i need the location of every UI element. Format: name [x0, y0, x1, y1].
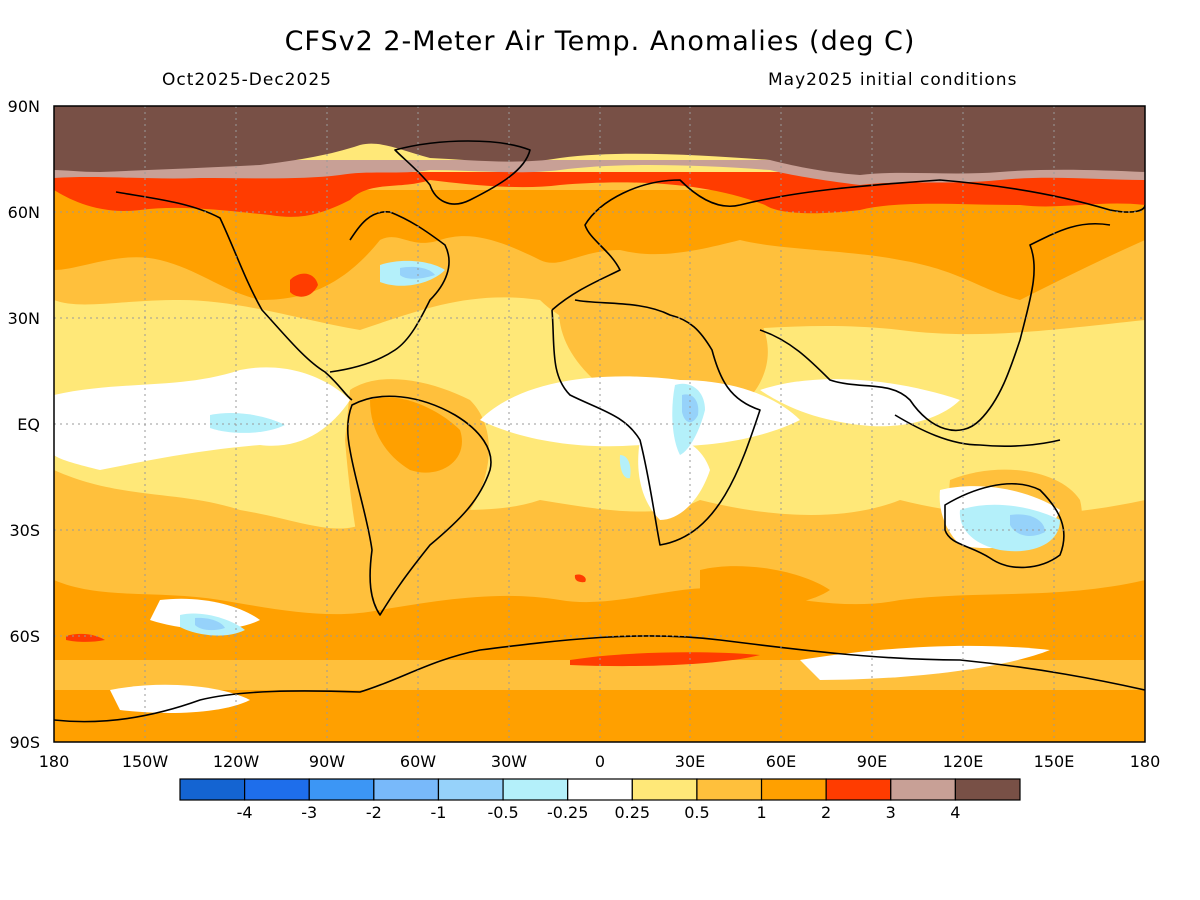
- colorbar: -4 -3 -2 -1 -0.5 -0.25 0.25 0.5 1 2 3 4: [179, 778, 1021, 822]
- north-america-coast: [115, 191, 450, 401]
- south-america-coast: [347, 395, 492, 616]
- graticule: [54, 106, 1145, 742]
- indonesia-coast: [894, 414, 1061, 447]
- colorbar-swatch: [954, 778, 1021, 801]
- anomaly-near-zero: [54, 367, 1060, 713]
- colorbar-label: 0.25: [614, 803, 650, 822]
- colorbar-label: -4: [237, 803, 253, 822]
- lon-label: 180: [1130, 752, 1161, 771]
- colorbar-swatch: [502, 778, 569, 801]
- colorbar-swatch: [567, 778, 633, 801]
- lon-label: 30W: [491, 752, 527, 771]
- colorbar-swatch: [890, 778, 956, 801]
- colorbar-swatch: [825, 778, 892, 801]
- colorbar-label: 3: [886, 803, 896, 822]
- lat-label: 90N: [8, 97, 40, 116]
- lon-label: 120E: [943, 752, 984, 771]
- colorbar-label: 2: [821, 803, 831, 822]
- colorbar-label: 0.5: [684, 803, 709, 822]
- colorbar-label: -0.5: [487, 803, 518, 822]
- colorbar-swatch: [308, 778, 375, 801]
- lon-label: 90W: [309, 752, 345, 771]
- europe-africa-coast: [551, 179, 761, 546]
- colorbar-label: -0.25: [547, 803, 588, 822]
- colorbar-swatch: [631, 778, 698, 801]
- chart-title: CFSv2 2-Meter Air Temp. Anomalies (deg C…: [284, 26, 916, 57]
- lat-label: 30S: [9, 521, 40, 540]
- lon-label: 30E: [675, 752, 705, 771]
- lon-label: 0: [595, 752, 605, 771]
- initial-conditions: May2025 initial conditions: [768, 70, 1018, 90]
- greenland-coast: [394, 140, 531, 205]
- colorbar-swatch: [696, 778, 763, 801]
- colorbar-label: 1: [756, 803, 766, 822]
- colorbar-label: -3: [301, 803, 317, 822]
- anomaly-above-4: [54, 106, 1145, 175]
- lat-label: EQ: [17, 415, 40, 434]
- lon-label: 90E: [857, 752, 887, 771]
- asia-coast: [739, 179, 1145, 432]
- antarctica-coast: [54, 635, 1145, 723]
- colorbar-label: -1: [430, 803, 446, 822]
- lat-label: 60N: [8, 203, 40, 222]
- lon-label: 150E: [1034, 752, 1075, 771]
- colorbar-label: 4: [950, 803, 960, 822]
- lon-label: 60W: [400, 752, 436, 771]
- lat-label: 60S: [9, 627, 40, 646]
- colorbar-swatch: [373, 778, 440, 801]
- lon-label: 180: [39, 752, 70, 771]
- anomaly-negative-medium: [195, 266, 1045, 631]
- lon-label: 120W: [213, 752, 260, 771]
- colorbar-swatch: [760, 778, 827, 801]
- anomaly-negative-small: [180, 260, 1060, 636]
- australia-coast: [944, 483, 1065, 569]
- lat-label: 90S: [9, 733, 40, 752]
- lon-label: 60E: [766, 752, 796, 771]
- colorbar-label: -2: [366, 803, 382, 822]
- colorbar-swatch: [437, 778, 504, 801]
- latitude-labels: 90N 60N 30N EQ 30S 60S 90S: [8, 97, 40, 752]
- lon-label: 150W: [122, 752, 169, 771]
- colorbar-swatch: [179, 778, 246, 801]
- colorbar-swatch: [244, 778, 310, 801]
- lat-label: 30N: [8, 309, 40, 328]
- forecast-period: Oct2025-Dec2025: [162, 70, 332, 90]
- coastlines: [54, 140, 1145, 723]
- map-frame: [53, 105, 1146, 743]
- longitude-labels: 180 150W 120W 90W 60W 30W 0 30E 60E 90E …: [39, 752, 1161, 771]
